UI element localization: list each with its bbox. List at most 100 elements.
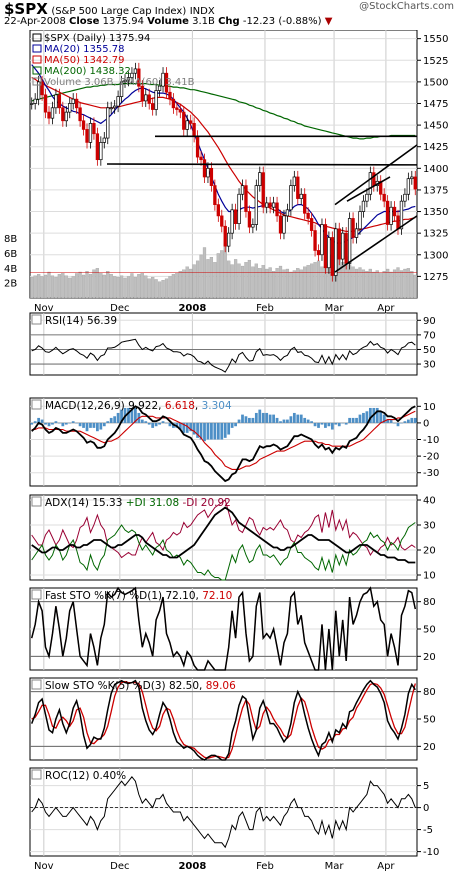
macd-tick-label: -10 <box>423 435 439 446</box>
macd-histogram-bar <box>102 422 106 427</box>
volume-bar <box>151 277 155 299</box>
macd-histogram-bar <box>47 422 51 427</box>
macd-histogram-bar <box>289 416 293 423</box>
volume-bar <box>306 265 310 299</box>
macd-histogram-bar <box>320 422 324 425</box>
candle-body <box>399 200 404 230</box>
volume-bar <box>64 275 68 299</box>
volume-bar <box>278 265 283 299</box>
volume-tick-label: 2B <box>4 279 17 290</box>
candle-body <box>227 232 231 247</box>
adx-line <box>31 506 416 564</box>
price-tick-label: 1425 <box>423 142 448 153</box>
x-axis-month-label: Dec <box>110 303 129 314</box>
candle-body <box>406 178 411 195</box>
volume-bar <box>399 270 404 299</box>
macd-histogram-bar <box>258 409 262 423</box>
candle-body <box>106 107 110 139</box>
macd-histogram-bar <box>313 422 317 427</box>
volume-bar <box>171 274 175 299</box>
x-axis-month-label: 2008 <box>178 861 206 872</box>
candle-body <box>36 81 41 100</box>
candle-body <box>313 230 317 251</box>
macd-histogram-bar <box>303 417 307 423</box>
macd-tick-label: 0 <box>423 418 429 429</box>
candle-body <box>81 120 86 130</box>
candle-body <box>202 159 207 178</box>
legend-entry: MA(20) 1355.78 <box>44 44 125 55</box>
volume-bar <box>386 268 390 299</box>
volume-bar <box>113 276 117 299</box>
candle-body <box>68 103 72 113</box>
volume-bar <box>189 268 193 299</box>
macd-histogram-bar <box>251 417 255 423</box>
volume-bar <box>147 278 151 299</box>
price-tick-label: 1325 <box>423 229 448 240</box>
legend-entry: Volume 3.06B, EMA(60) 3.41B <box>44 77 195 88</box>
volume-bar <box>92 269 96 299</box>
volume-bar <box>268 267 272 299</box>
candle-body <box>316 250 321 256</box>
macd-histogram-bar <box>358 414 362 423</box>
volume-bar <box>85 271 89 299</box>
macd-histogram-bar <box>151 422 155 428</box>
macd-histogram-bar <box>82 422 85 428</box>
roc-line <box>31 775 416 849</box>
macd-histogram-bar <box>30 422 34 425</box>
volume-bar <box>303 266 307 299</box>
volume-bar <box>275 268 279 299</box>
volume-bar <box>123 277 127 299</box>
chart-header: $SPX (S&P 500 Large Cap Index) INDX 22-A… <box>0 0 460 32</box>
panel-legend-swatch <box>31 769 42 780</box>
macd-histogram-bar <box>317 422 320 428</box>
legend-entry: MA(50) 1342.79 <box>44 55 125 66</box>
rsi-tick-label: 70 <box>423 330 436 341</box>
price-tick-label: 1375 <box>423 185 448 196</box>
volume-bar <box>54 277 58 299</box>
volume-bar <box>310 263 314 299</box>
candle-body <box>144 94 148 102</box>
quote-line: 22-Apr-2008 Close 1375.94 Volume 3.1B Ch… <box>4 16 332 27</box>
candle-body <box>64 111 68 122</box>
macd-histogram-bar <box>223 422 227 438</box>
volume-bar <box>37 274 41 299</box>
candle-body <box>275 202 279 217</box>
volume-bar <box>240 265 245 299</box>
candle-body <box>327 237 331 269</box>
macd-histogram-bar <box>413 417 417 423</box>
chg-value: -12.23 (-0.88%) <box>242 16 322 27</box>
volume-bar <box>348 264 352 299</box>
macd-histogram-bar <box>196 422 199 438</box>
candle-body <box>57 94 62 109</box>
stockcharts-logo: @StockCharts.com <box>359 1 454 12</box>
rsi-tick-label: 90 <box>423 316 436 327</box>
volume-bar <box>195 260 200 299</box>
chg-label: Chg <box>218 16 240 27</box>
trendline <box>106 163 418 166</box>
volume-bar <box>292 270 296 299</box>
macd-histogram-bar <box>40 419 44 423</box>
macd-histogram-bar <box>375 407 379 423</box>
candle-body <box>147 94 151 104</box>
candle-body <box>410 176 414 180</box>
panel-legend-swatch <box>31 589 42 600</box>
volume-bar <box>254 263 258 299</box>
candle-body <box>358 211 362 230</box>
x-axis-month-label: Nov <box>34 303 54 314</box>
trendline <box>334 144 418 206</box>
macd-histogram-bar <box>279 421 282 423</box>
volume-bar <box>261 265 265 299</box>
macd-histogram-bar <box>37 417 41 423</box>
candle-body <box>372 172 376 186</box>
volume-bar <box>71 276 75 299</box>
macd-histogram-bar <box>116 412 120 423</box>
volume-bar <box>40 276 44 299</box>
macd-histogram-bar <box>261 412 265 423</box>
slow-sto-tick-label: 80 <box>423 687 436 698</box>
volume-bar <box>289 271 293 299</box>
macd-histogram-bar <box>241 414 244 423</box>
ma20-line <box>31 64 416 245</box>
candle-body <box>116 96 120 107</box>
volume-bar <box>175 272 179 299</box>
fast-sto-tick-label: 50 <box>423 625 436 636</box>
